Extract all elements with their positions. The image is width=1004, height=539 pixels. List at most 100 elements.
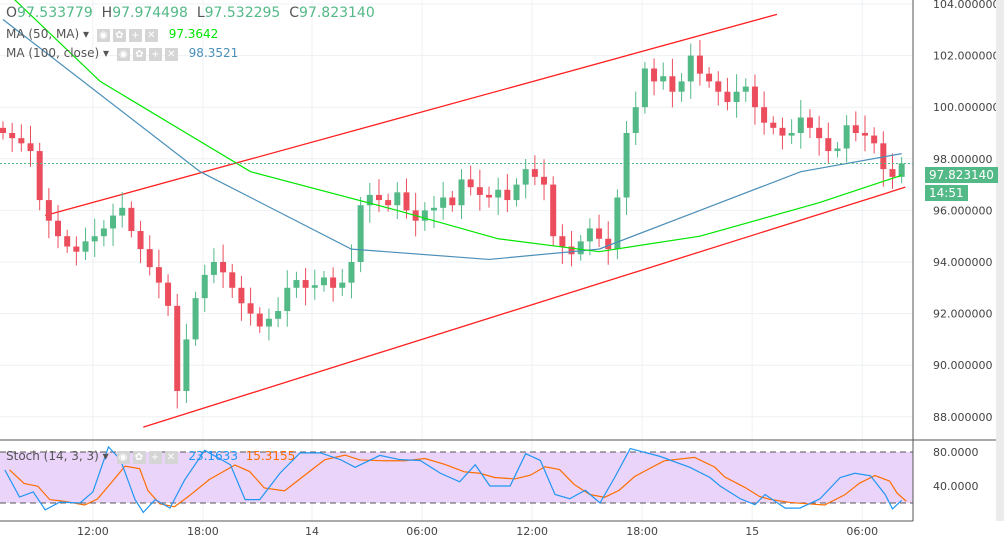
candle-body (238, 287, 245, 304)
candle-body (220, 262, 227, 273)
candle-body (577, 241, 584, 255)
candle (100, 220, 107, 247)
price-tick-label: 90.000000 (933, 359, 993, 372)
ma100-line (2, 19, 902, 261)
plus-icon[interactable]: + (148, 451, 162, 464)
candle-body (348, 262, 355, 283)
candle (403, 178, 410, 219)
candle-body (476, 187, 483, 195)
candle (155, 249, 162, 299)
ma100-legend[interactable]: MA (100, close) ▾ ◉ ✿ + ✕ 98.3521 (6, 46, 239, 61)
candle (247, 287, 254, 326)
candle-body (449, 197, 456, 206)
candle-body (843, 125, 850, 149)
candle (165, 274, 172, 316)
candle-body (330, 277, 337, 288)
candle-body (495, 189, 502, 198)
candle-body (834, 148, 841, 152)
candle (623, 121, 630, 216)
price-tick-label: 98.000000 (933, 153, 993, 166)
candle-body (797, 117, 804, 133)
eye-icon[interactable]: ◉ (116, 451, 130, 464)
candle (522, 158, 529, 199)
candle-body (806, 117, 813, 128)
candle-body (110, 215, 117, 229)
price-tick-label: 100.000000 (933, 101, 999, 114)
candle-body (751, 86, 758, 108)
candle (880, 131, 887, 187)
candle-body (82, 241, 89, 252)
candle-body (385, 200, 392, 206)
candle-body (320, 277, 327, 286)
plus-icon[interactable]: + (128, 29, 142, 42)
candle (687, 43, 694, 99)
candle-body (36, 151, 43, 201)
plus-icon[interactable]: + (148, 48, 162, 61)
candle (275, 297, 282, 328)
candle (91, 218, 98, 258)
close-icon[interactable]: ✕ (164, 48, 178, 61)
time-tick-label: 18:00 (626, 525, 658, 538)
candle (82, 227, 89, 260)
candle (632, 91, 639, 145)
candle (843, 115, 850, 163)
candle (660, 62, 667, 90)
candle-body (18, 138, 25, 144)
price-tick-label: 104.000000 (933, 0, 999, 11)
candle-body (531, 169, 538, 177)
candle-body (210, 262, 217, 275)
candle-body (522, 169, 529, 185)
candle (320, 271, 327, 292)
candle (357, 196, 364, 273)
candle-body (770, 122, 777, 128)
ma50-value: 97.3642 (168, 27, 219, 41)
ma100-label: MA (100, close) (6, 46, 100, 60)
eye-icon[interactable]: ◉ (116, 48, 130, 61)
candle (302, 268, 309, 306)
ma100-value: 98.3521 (188, 46, 239, 60)
candle (742, 78, 749, 102)
candle (265, 308, 272, 341)
close-label: C (289, 5, 300, 21)
ma50-line (14, 0, 902, 253)
candle-body (568, 246, 575, 255)
candle (605, 221, 612, 265)
gear-icon[interactable]: ✿ (112, 29, 126, 42)
candle (128, 201, 135, 238)
candle-body (440, 197, 447, 208)
candle-body (733, 91, 740, 103)
candle (339, 268, 346, 297)
time-tick-label: 15 (745, 525, 759, 538)
candle-body (100, 228, 107, 237)
ma50-label: MA (50, MA) (6, 27, 80, 41)
candle (201, 264, 208, 312)
candle (421, 202, 428, 231)
candle (174, 293, 181, 409)
close-icon[interactable]: ✕ (144, 29, 158, 42)
open-value: 97.533779 (17, 5, 93, 21)
candle (641, 62, 648, 114)
candle (385, 193, 392, 212)
candle-body (486, 194, 493, 198)
candle (73, 236, 80, 266)
stoch-label: Stoch (14, 3, 3) (6, 449, 99, 463)
candle-body (871, 135, 878, 144)
ma50-legend[interactable]: MA (50, MA) ▾ ◉ ✿ + ✕ 97.3642 (6, 27, 219, 42)
candle (27, 125, 34, 167)
gear-icon[interactable]: ✿ (132, 48, 146, 61)
candle-body (467, 179, 474, 188)
candle (430, 195, 437, 228)
candle (770, 116, 777, 135)
gear-icon[interactable]: ✿ (132, 451, 146, 464)
close-icon[interactable]: ✕ (164, 451, 178, 464)
candle-body (64, 236, 71, 247)
candle (596, 214, 603, 248)
eye-icon[interactable]: ◉ (96, 29, 110, 42)
candle (36, 142, 43, 211)
high-label: H (101, 5, 113, 21)
candle (486, 186, 493, 208)
stoch-legend[interactable]: Stoch (14, 3, 3) ▾ ◉ ✿ + ✕ 23.1633 15.3155 (6, 449, 296, 464)
candle-body (293, 280, 300, 288)
candle (348, 244, 355, 299)
